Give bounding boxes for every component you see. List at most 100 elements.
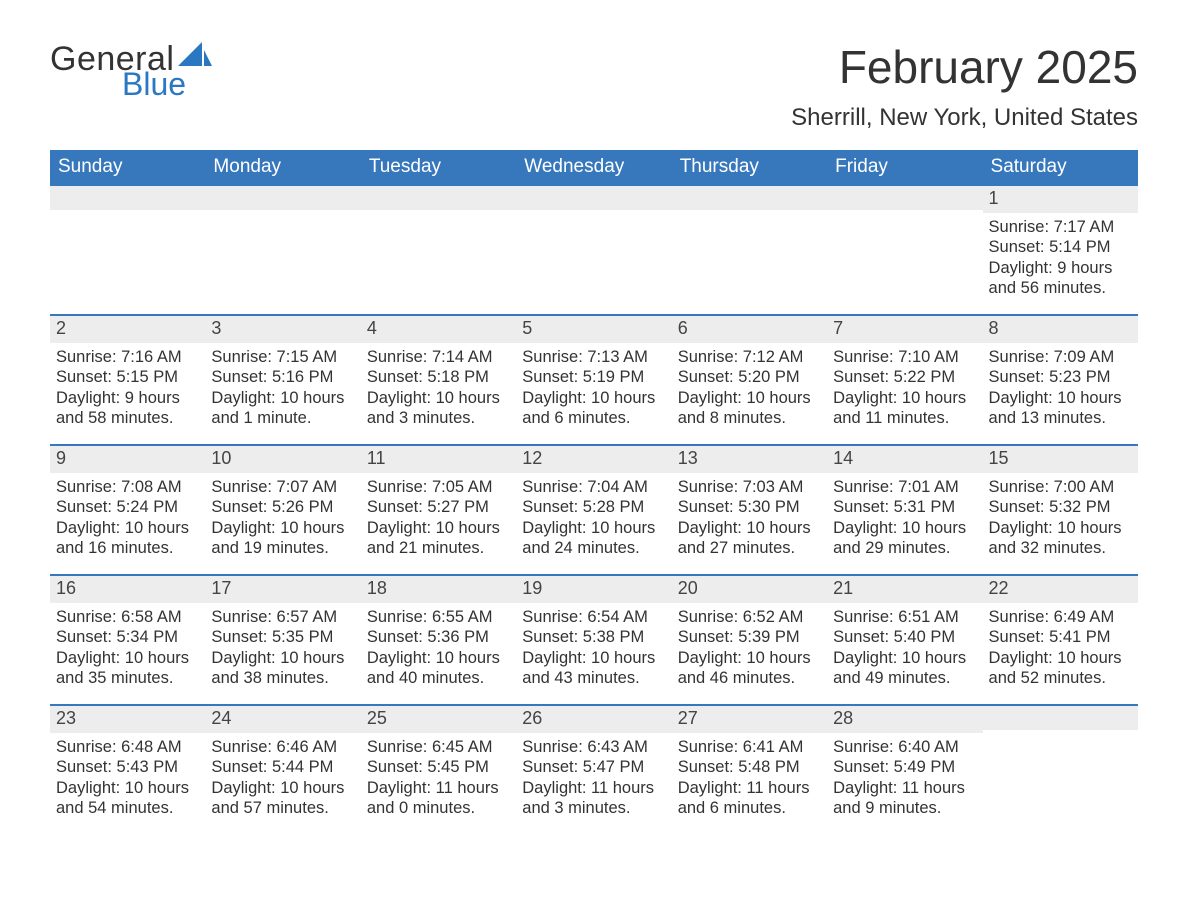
sunrise-text: Sunrise: 7:15 AM (211, 347, 354, 368)
dow-friday: Friday (827, 150, 982, 186)
day-number: 9 (50, 446, 205, 473)
day-number-empty (361, 186, 516, 210)
sunrise-text: Sunrise: 6:49 AM (989, 607, 1132, 628)
day-number: 14 (827, 446, 982, 473)
day-number: 4 (361, 316, 516, 343)
sunset-text: Sunset: 5:23 PM (989, 367, 1132, 388)
brand-word-2: Blue (122, 68, 212, 100)
sunrise-text: Sunrise: 7:07 AM (211, 477, 354, 498)
sunrise-text: Sunrise: 7:09 AM (989, 347, 1132, 368)
sunrise-text: Sunrise: 6:58 AM (56, 607, 199, 628)
day-cell (672, 186, 827, 314)
day-cell: 4Sunrise: 7:14 AMSunset: 5:18 PMDaylight… (361, 316, 516, 444)
daylight-text: Daylight: 10 hours and 24 minutes. (522, 518, 665, 559)
sunrise-text: Sunrise: 7:08 AM (56, 477, 199, 498)
sunrise-text: Sunrise: 7:04 AM (522, 477, 665, 498)
day-details: Sunrise: 7:16 AMSunset: 5:15 PMDaylight:… (50, 343, 205, 440)
sunset-text: Sunset: 5:24 PM (56, 497, 199, 518)
title-block: February 2025 Sherrill, New York, United… (791, 40, 1138, 132)
daylight-text: Daylight: 10 hours and 13 minutes. (989, 388, 1132, 429)
week-row: 2Sunrise: 7:16 AMSunset: 5:15 PMDaylight… (50, 314, 1138, 444)
day-number: 11 (361, 446, 516, 473)
day-cell: 5Sunrise: 7:13 AMSunset: 5:19 PMDaylight… (516, 316, 671, 444)
day-cell: 26Sunrise: 6:43 AMSunset: 5:47 PMDayligh… (516, 706, 671, 834)
daylight-text: Daylight: 10 hours and 11 minutes. (833, 388, 976, 429)
day-details: Sunrise: 6:40 AMSunset: 5:49 PMDaylight:… (827, 733, 982, 830)
daylight-text: Daylight: 10 hours and 16 minutes. (56, 518, 199, 559)
day-details: Sunrise: 7:08 AMSunset: 5:24 PMDaylight:… (50, 473, 205, 570)
day-number: 13 (672, 446, 827, 473)
dow-monday: Monday (205, 150, 360, 186)
day-cell: 9Sunrise: 7:08 AMSunset: 5:24 PMDaylight… (50, 446, 205, 574)
day-cell: 8Sunrise: 7:09 AMSunset: 5:23 PMDaylight… (983, 316, 1138, 444)
sunrise-text: Sunrise: 6:41 AM (678, 737, 821, 758)
day-cell: 28Sunrise: 6:40 AMSunset: 5:49 PMDayligh… (827, 706, 982, 834)
day-number-empty (983, 706, 1138, 730)
daylight-text: Daylight: 10 hours and 8 minutes. (678, 388, 821, 429)
day-cell (50, 186, 205, 314)
daylight-text: Daylight: 10 hours and 52 minutes. (989, 648, 1132, 689)
sunrise-text: Sunrise: 7:05 AM (367, 477, 510, 498)
day-number: 22 (983, 576, 1138, 603)
sunrise-text: Sunrise: 7:16 AM (56, 347, 199, 368)
sunrise-text: Sunrise: 7:12 AM (678, 347, 821, 368)
day-cell (983, 706, 1138, 834)
daylight-text: Daylight: 9 hours and 56 minutes. (989, 258, 1132, 299)
daylight-text: Daylight: 10 hours and 38 minutes. (211, 648, 354, 689)
days-of-week-header: Sunday Monday Tuesday Wednesday Thursday… (50, 150, 1138, 186)
day-number-empty (50, 186, 205, 210)
sunset-text: Sunset: 5:30 PM (678, 497, 821, 518)
day-cell: 10Sunrise: 7:07 AMSunset: 5:26 PMDayligh… (205, 446, 360, 574)
day-number-empty (672, 186, 827, 210)
day-details: Sunrise: 7:17 AMSunset: 5:14 PMDaylight:… (983, 213, 1138, 310)
dow-wednesday: Wednesday (516, 150, 671, 186)
sunset-text: Sunset: 5:26 PM (211, 497, 354, 518)
day-cell: 20Sunrise: 6:52 AMSunset: 5:39 PMDayligh… (672, 576, 827, 704)
day-cell: 27Sunrise: 6:41 AMSunset: 5:48 PMDayligh… (672, 706, 827, 834)
daylight-text: Daylight: 10 hours and 6 minutes. (522, 388, 665, 429)
week-row: 16Sunrise: 6:58 AMSunset: 5:34 PMDayligh… (50, 574, 1138, 704)
daylight-text: Daylight: 10 hours and 27 minutes. (678, 518, 821, 559)
daylight-text: Daylight: 10 hours and 32 minutes. (989, 518, 1132, 559)
sunset-text: Sunset: 5:49 PM (833, 757, 976, 778)
calendar-page: General Blue February 2025 Sherrill, New… (0, 0, 1188, 894)
day-number-empty (205, 186, 360, 210)
day-cell: 25Sunrise: 6:45 AMSunset: 5:45 PMDayligh… (361, 706, 516, 834)
sunrise-text: Sunrise: 6:52 AM (678, 607, 821, 628)
sunset-text: Sunset: 5:45 PM (367, 757, 510, 778)
sunset-text: Sunset: 5:34 PM (56, 627, 199, 648)
sunset-text: Sunset: 5:38 PM (522, 627, 665, 648)
day-cell (827, 186, 982, 314)
dow-thursday: Thursday (672, 150, 827, 186)
daylight-text: Daylight: 11 hours and 3 minutes. (522, 778, 665, 819)
sunset-text: Sunset: 5:47 PM (522, 757, 665, 778)
day-number-empty (827, 186, 982, 210)
day-details: Sunrise: 7:07 AMSunset: 5:26 PMDaylight:… (205, 473, 360, 570)
day-number: 28 (827, 706, 982, 733)
day-number: 2 (50, 316, 205, 343)
day-details: Sunrise: 6:48 AMSunset: 5:43 PMDaylight:… (50, 733, 205, 830)
sunset-text: Sunset: 5:22 PM (833, 367, 976, 388)
day-cell: 7Sunrise: 7:10 AMSunset: 5:22 PMDaylight… (827, 316, 982, 444)
day-cell: 12Sunrise: 7:04 AMSunset: 5:28 PMDayligh… (516, 446, 671, 574)
daylight-text: Daylight: 11 hours and 9 minutes. (833, 778, 976, 819)
day-cell: 2Sunrise: 7:16 AMSunset: 5:15 PMDaylight… (50, 316, 205, 444)
day-number: 19 (516, 576, 671, 603)
daylight-text: Daylight: 10 hours and 43 minutes. (522, 648, 665, 689)
day-details: Sunrise: 7:14 AMSunset: 5:18 PMDaylight:… (361, 343, 516, 440)
day-cell: 1Sunrise: 7:17 AMSunset: 5:14 PMDaylight… (983, 186, 1138, 314)
sunset-text: Sunset: 5:44 PM (211, 757, 354, 778)
daylight-text: Daylight: 10 hours and 29 minutes. (833, 518, 976, 559)
day-cell (205, 186, 360, 314)
day-cell: 22Sunrise: 6:49 AMSunset: 5:41 PMDayligh… (983, 576, 1138, 704)
sunrise-text: Sunrise: 6:40 AM (833, 737, 976, 758)
day-details: Sunrise: 6:55 AMSunset: 5:36 PMDaylight:… (361, 603, 516, 700)
day-details: Sunrise: 6:41 AMSunset: 5:48 PMDaylight:… (672, 733, 827, 830)
week-row: 1Sunrise: 7:17 AMSunset: 5:14 PMDaylight… (50, 186, 1138, 314)
sunrise-text: Sunrise: 6:43 AM (522, 737, 665, 758)
sunset-text: Sunset: 5:16 PM (211, 367, 354, 388)
day-number: 25 (361, 706, 516, 733)
day-cell: 14Sunrise: 7:01 AMSunset: 5:31 PMDayligh… (827, 446, 982, 574)
day-number: 21 (827, 576, 982, 603)
day-cell (361, 186, 516, 314)
